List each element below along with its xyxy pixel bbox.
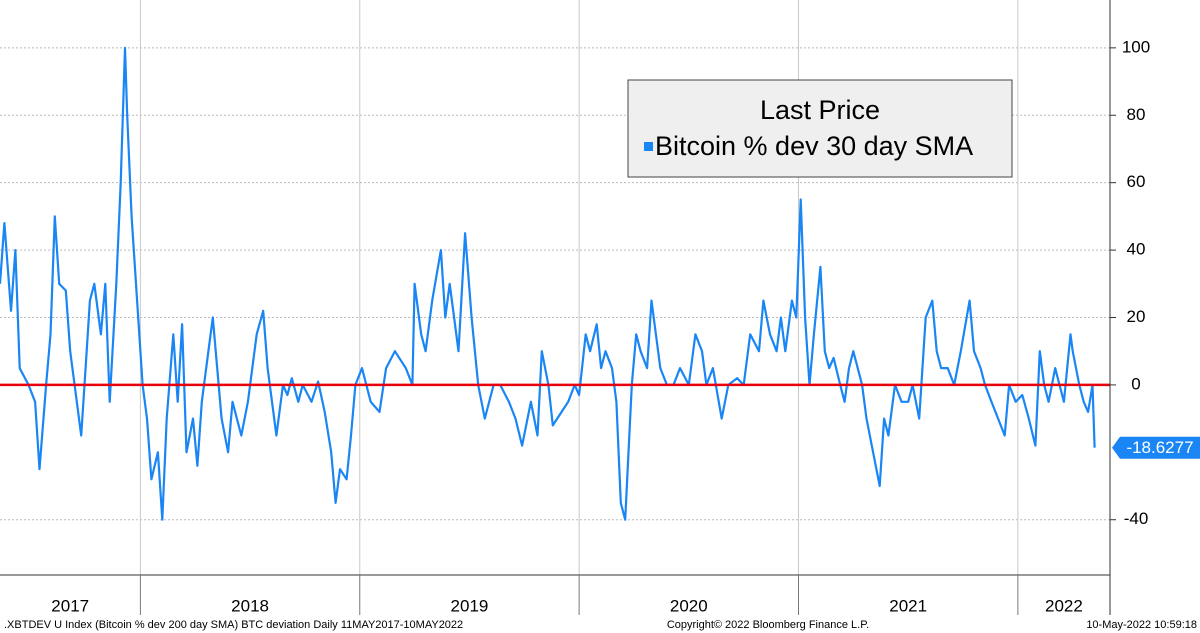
y-tick-label: -40: [1124, 509, 1149, 528]
last-value-label: -18.6277: [1126, 438, 1193, 457]
legend-box: [627, 79, 1013, 178]
y-tick-label: 20: [1127, 307, 1146, 326]
footer-left: .XBTDEV U Index (Bitcoin % dev 200 day S…: [4, 619, 463, 631]
plot: [0, 46, 1110, 521]
y-tick-label: 40: [1127, 240, 1146, 259]
footer-right: 10-May-2022 10:59:18: [1086, 619, 1197, 631]
y-tick-label: 80: [1127, 105, 1146, 124]
x-tick-label: 2019: [451, 596, 489, 615]
x-tick-label: 2018: [231, 596, 269, 615]
footer-center: Copyright© 2022 Bloomberg Finance L.P.: [667, 619, 869, 631]
legend-title: Last Price: [760, 95, 880, 125]
y-tick-label: 100: [1122, 37, 1150, 56]
x-tick-label: 2022: [1045, 596, 1083, 615]
x-tick-label: 2020: [670, 596, 708, 615]
legend-swatch: [644, 142, 653, 151]
x-tick-label: 2021: [889, 596, 927, 615]
x-tick-label: 2017: [51, 596, 89, 615]
y-tick-label: 0: [1131, 374, 1140, 393]
legend-label: Bitcoin % dev 30 day SMA: [655, 131, 973, 161]
legend: Last Price Bitcoin % dev 30 day SMA: [627, 79, 1013, 178]
y-tick-label: 60: [1127, 172, 1146, 191]
last-value-box: [1112, 436, 1200, 459]
